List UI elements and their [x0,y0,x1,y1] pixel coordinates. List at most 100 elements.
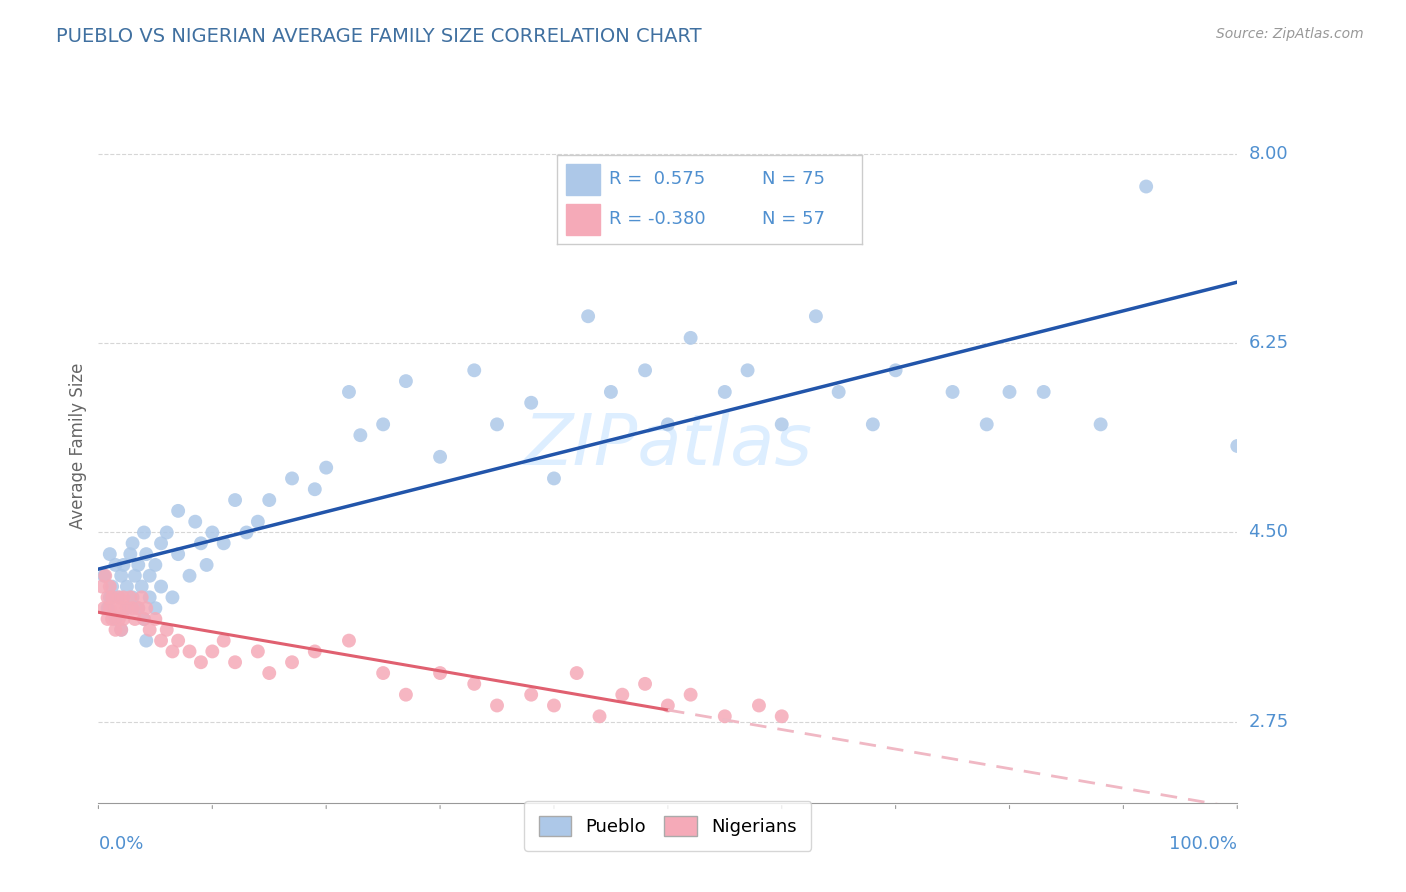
Point [315,460,337,475]
Point [942,384,965,399]
Point [108,591,131,605]
Point [576,310,599,324]
Point [179,644,201,658]
Point [93,568,115,582]
Point [98,591,121,605]
Point [520,396,543,410]
Point [110,623,132,637]
Point [138,623,160,637]
Point [150,633,173,648]
Point [1226,439,1249,453]
Point [132,612,155,626]
Text: ZIPatlas: ZIPatlas [523,411,813,481]
Point [1090,417,1112,432]
Point [395,688,418,702]
Point [463,677,485,691]
Point [93,601,115,615]
Point [190,655,212,669]
Point [110,568,132,582]
Point [156,525,179,540]
FancyBboxPatch shape [567,204,600,235]
Point [657,417,679,432]
Point [201,525,224,540]
Point [371,417,394,432]
Point [224,655,246,669]
Point [828,384,851,399]
Point [167,547,190,561]
Point [162,591,184,605]
Point [138,568,160,582]
Point [259,666,281,681]
Point [714,709,737,723]
Point [150,536,173,550]
Point [108,612,131,626]
Point [120,547,142,561]
Point [120,591,142,605]
Point [112,612,135,626]
Point [132,525,155,540]
Point [112,558,135,572]
Point [98,601,121,615]
Point [190,536,212,550]
Point [657,698,679,713]
Point [804,310,827,324]
Point [737,363,759,377]
Point [98,580,121,594]
Point [337,633,360,648]
Y-axis label: Average Family Size: Average Family Size [69,363,87,529]
Point [135,633,157,648]
Point [976,417,998,432]
FancyBboxPatch shape [567,164,600,195]
Point [304,644,326,658]
Point [770,709,793,723]
Legend: Pueblo, Nigerians: Pueblo, Nigerians [524,801,811,851]
Point [463,363,485,377]
Point [212,536,235,550]
Point [179,568,201,582]
Point [96,591,118,605]
Text: N = 75: N = 75 [762,170,824,188]
Point [212,633,235,648]
Point [281,471,304,485]
Point [235,525,257,540]
Point [156,623,179,637]
Point [246,515,269,529]
Point [108,591,131,605]
Point [101,580,124,594]
Point [101,591,124,605]
Text: R =  0.575: R = 0.575 [609,170,706,188]
Text: 100.0%: 100.0% [1170,835,1237,853]
Text: R = -0.380: R = -0.380 [609,211,706,228]
Point [96,601,118,615]
Text: 0.0%: 0.0% [98,835,143,853]
Text: 8.00: 8.00 [1249,145,1288,163]
Point [110,601,132,615]
Point [104,601,127,615]
Point [337,384,360,399]
Point [127,601,149,615]
Point [543,471,565,485]
Point [770,417,793,432]
Point [429,666,451,681]
Point [112,591,135,605]
Point [104,558,127,572]
Point [115,580,138,594]
Point [184,515,207,529]
Point [135,601,157,615]
Point [195,558,218,572]
Point [679,688,702,702]
Point [429,450,451,464]
Point [714,384,737,399]
Point [679,331,702,345]
Point [101,612,124,626]
Point [748,698,770,713]
Point [201,644,224,658]
Point [162,644,184,658]
Point [121,601,143,615]
Point [371,666,394,681]
Point [121,591,143,605]
Point [150,580,173,594]
Point [131,591,153,605]
Point [145,601,167,615]
Text: N = 57: N = 57 [762,211,824,228]
